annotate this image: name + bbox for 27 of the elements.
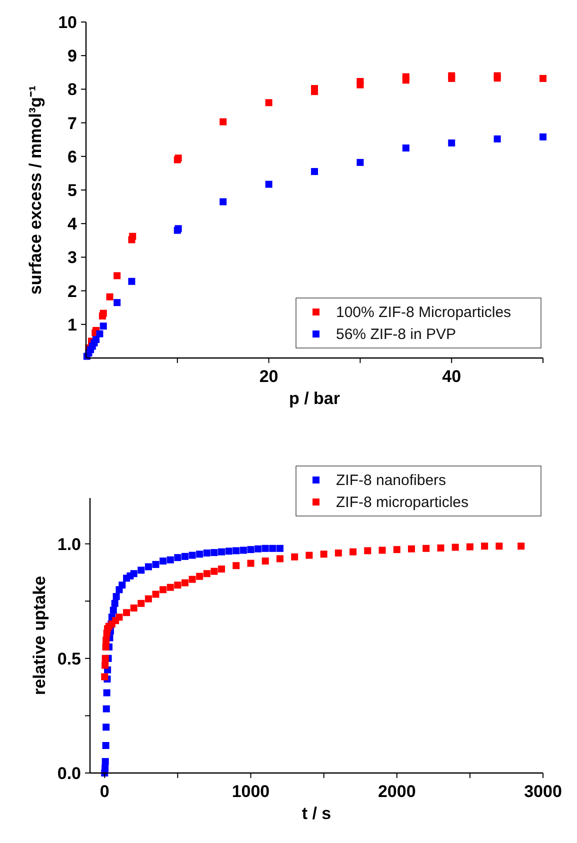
y-axis-title: surface excess / mmol³g⁻¹ xyxy=(26,85,45,295)
legend-label: ZIF-8 nanofibers xyxy=(336,472,446,489)
x-tick-label: 2000 xyxy=(378,782,416,801)
x-axis-title: p / bar xyxy=(288,389,340,408)
y-tick-label: 1.0 xyxy=(57,534,81,554)
y-tick-label: 8 xyxy=(68,80,77,100)
y-tick-label: 0.5 xyxy=(57,649,81,668)
y-tick-label: 6 xyxy=(68,147,77,166)
legend-label: ZIF-8 microparticles xyxy=(336,494,469,511)
x-tick-label: 3000 xyxy=(524,782,562,801)
x-tick-label: 1000 xyxy=(232,782,270,801)
y-tick-label: 0.0 xyxy=(57,764,81,783)
x-axis-title: t / s xyxy=(302,804,332,823)
x-tick-label: 20 xyxy=(259,367,278,386)
y-tick-label: 7 xyxy=(68,114,77,133)
y-tick-label: 9 xyxy=(68,46,77,66)
legend-label: 100% ZIF-8 Microparticles xyxy=(336,304,512,321)
x-tick-label: 0 xyxy=(100,782,110,801)
y-axis-title: relative uptake xyxy=(30,576,49,696)
legend-label: 56% ZIF-8 in PVP xyxy=(336,326,456,343)
y-tick-label: 3 xyxy=(68,248,77,268)
y-tick-label: 1 xyxy=(68,315,77,334)
y-tick-label: 4 xyxy=(68,214,78,234)
x-tick-label: 40 xyxy=(442,367,462,386)
y-tick-label: 2 xyxy=(68,282,77,301)
y-tick-label: 10 xyxy=(58,13,77,32)
y-tick-label: 5 xyxy=(68,181,77,200)
